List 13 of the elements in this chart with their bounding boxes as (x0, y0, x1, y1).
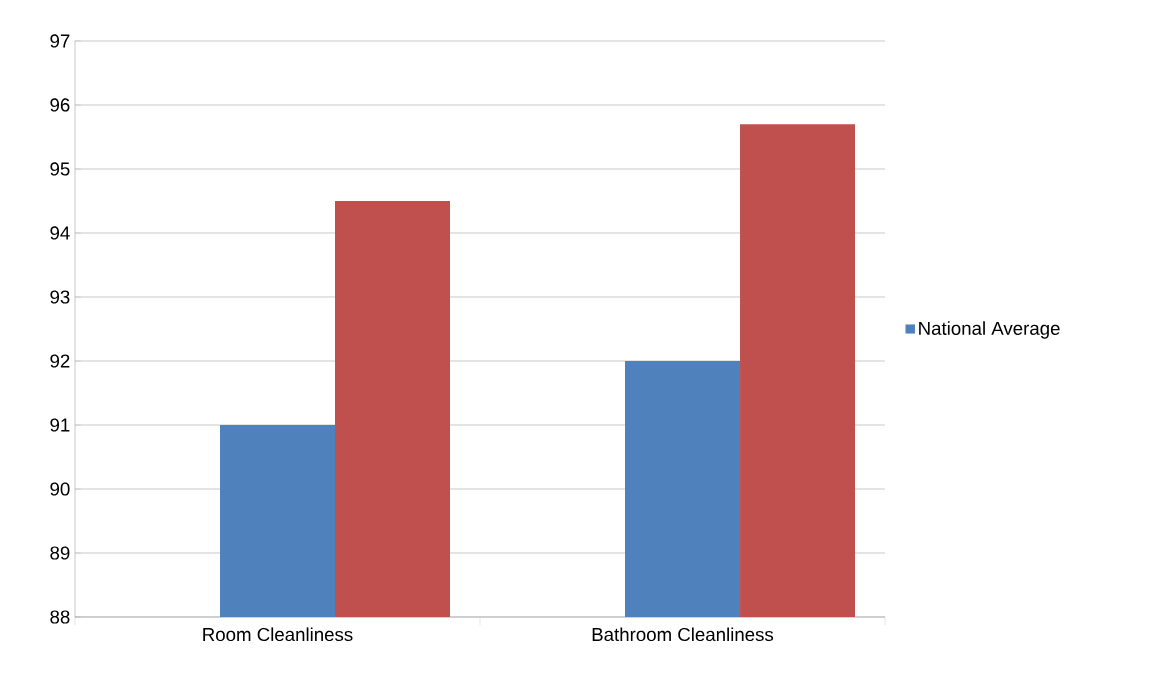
y-tick-label: 94 (50, 226, 70, 240)
y-tick-label: 97 (50, 34, 70, 48)
x-tick-label: Room Cleanliness (203, 627, 353, 642)
y-tick-label: 91 (50, 418, 70, 432)
y-tick-label: 89 (50, 546, 70, 560)
y-tick-label: 95 (50, 162, 70, 176)
legend-label: National Average (919, 321, 1060, 339)
y-tick-label: 92 (50, 354, 70, 368)
y-tick-label: 96 (50, 98, 70, 112)
y-tick-label: 93 (50, 290, 70, 304)
x-tick-label: Bathroom Cleanliness (592, 627, 774, 642)
y-tick-label: 90 (50, 482, 70, 496)
y-tick-label: 88 (50, 610, 70, 624)
